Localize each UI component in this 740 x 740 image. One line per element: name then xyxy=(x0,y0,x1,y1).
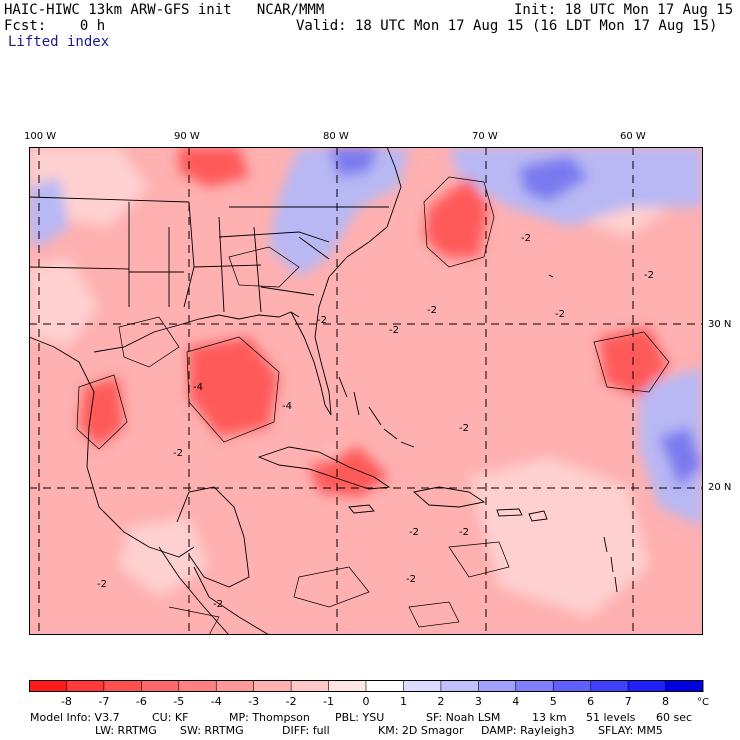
colorbar-tick-label: 5 xyxy=(550,695,557,708)
contour-lines xyxy=(76,176,670,635)
contour-label: -2 xyxy=(406,574,416,585)
shortwave-scheme: SW: RRTMG xyxy=(180,724,244,737)
colorbar-tick-label: -2 xyxy=(286,695,297,708)
colorbar-tick-label: -8 xyxy=(61,695,72,708)
km-setting: KM: 2D Smagor xyxy=(378,724,464,737)
colorbar-tick-label: -5 xyxy=(173,695,184,708)
contour-label-layer: -2 -4 -2 -2 -2 -2 -4 -2 -2 -2 -2 -2 -2 -… xyxy=(97,233,654,610)
time-step: 60 sec xyxy=(656,711,693,724)
lat-lon-grid xyxy=(29,147,703,635)
colorbar-cell xyxy=(628,680,667,692)
model-info: Model Info: V3.7 xyxy=(30,711,120,724)
colorbar-tick-label: 1 xyxy=(400,695,407,708)
cumulus-scheme: CU: KF xyxy=(152,711,189,724)
colorbar-tick-label: -7 xyxy=(98,695,109,708)
colorbar-cell xyxy=(553,680,592,692)
colorbar-tick-label: 4 xyxy=(512,695,519,708)
coastlines xyxy=(29,147,618,635)
grid-spacing: 13 km xyxy=(532,711,567,724)
colorbar-cell xyxy=(403,680,442,692)
lon-label-70w: 70 W xyxy=(472,131,498,142)
colorbar-cell xyxy=(328,680,367,692)
colorbar-cell xyxy=(141,680,180,692)
colorbar-tick-label: -4 xyxy=(211,695,222,708)
colorbar-cell xyxy=(291,680,330,692)
pbl-scheme: PBL: YSU xyxy=(335,711,385,724)
contour-label: -2 xyxy=(173,448,183,459)
colorbar-cell xyxy=(515,680,554,692)
colorbar-cell xyxy=(178,680,217,692)
colorbar-tick-label: -3 xyxy=(248,695,259,708)
contour-label: -2 xyxy=(389,325,399,336)
colorbar-tick-label: 0 xyxy=(363,695,370,708)
colorbar-cell xyxy=(66,680,105,692)
contour-label: -2 xyxy=(459,423,469,434)
contour-label: -4 xyxy=(282,401,292,412)
surface-layer-scheme: SFLAY: MM5 xyxy=(598,724,663,737)
lon-label-100w: 100 W xyxy=(24,131,57,142)
lon-label-90w: 90 W xyxy=(174,131,200,142)
vertical-levels: 51 levels xyxy=(586,711,636,724)
colorbar-cell xyxy=(366,680,404,692)
diffusion-setting: DIFF: full xyxy=(282,724,330,737)
field-name: Lifted index xyxy=(8,34,110,50)
longwave-scheme: LW: RRTMG xyxy=(95,724,157,737)
valid-time: Valid: 18 UTC Mon 17 Aug 15 (16 LDT Mon … xyxy=(296,18,718,34)
colorbar-unit: °C xyxy=(697,697,709,708)
contour-label: -2 xyxy=(521,233,531,244)
forecast-hour: Fcst: 0 h xyxy=(4,18,106,34)
colorbar-tick-label: -6 xyxy=(136,695,147,708)
map-frame xyxy=(29,147,703,635)
init-time: Init: 18 UTC Mon 17 Aug 15 xyxy=(514,2,734,18)
contour-label: -2 xyxy=(427,305,437,316)
colorbar-cell xyxy=(590,680,629,692)
colorbar-cell xyxy=(440,680,479,692)
colorbar-cell xyxy=(103,680,142,692)
contour-label: -2 xyxy=(459,527,469,538)
contour-label: -2 xyxy=(409,527,419,538)
colorbar-tick-label: 7 xyxy=(625,695,632,708)
colorbar-cell xyxy=(216,680,255,692)
colorbar-cell xyxy=(478,680,517,692)
microphysics-scheme: MP: Thompson xyxy=(229,711,310,724)
colorbar-cell xyxy=(253,680,292,692)
lat-label-20n: 20 N xyxy=(708,482,732,493)
contour-label: -4 xyxy=(193,382,203,393)
colorbar-tick-label: 6 xyxy=(587,695,594,708)
lifted-index-map: -2 -4 -2 -2 -2 -2 -4 -2 -2 -2 -2 -2 -2 -… xyxy=(29,147,703,635)
contour-label: -2 xyxy=(644,270,654,281)
colorbar-cell xyxy=(29,680,67,692)
colorbar-tick-label: 3 xyxy=(475,695,482,708)
colorbar-cell xyxy=(665,680,704,692)
contour-label: -2 xyxy=(317,315,327,326)
map-title: HAIC-HIWC 13km ARW-GFS init NCAR/MMM xyxy=(4,2,325,18)
colorbar-tick-label: -1 xyxy=(323,695,334,708)
lon-label-60w: 60 W xyxy=(620,131,646,142)
shading-regions xyxy=(29,147,703,617)
colorbar: -8 -7 -6 -5 -4 -3 -2 -1 0 1 2 3 4 5 6 7 8 °C xyxy=(29,680,709,708)
contour-label: -2 xyxy=(213,599,223,610)
contour-label: -2 xyxy=(97,579,107,590)
contour-label: -2 xyxy=(555,309,565,320)
damping-setting: DAMP: Rayleigh3 xyxy=(481,724,575,737)
lon-label-80w: 80 W xyxy=(323,131,349,142)
colorbar-tick-label: 8 xyxy=(662,695,669,708)
lat-label-30n: 30 N xyxy=(708,319,732,330)
surface-scheme: SF: Noah LSM xyxy=(426,711,501,724)
colorbar-tick-label: 2 xyxy=(437,695,444,708)
